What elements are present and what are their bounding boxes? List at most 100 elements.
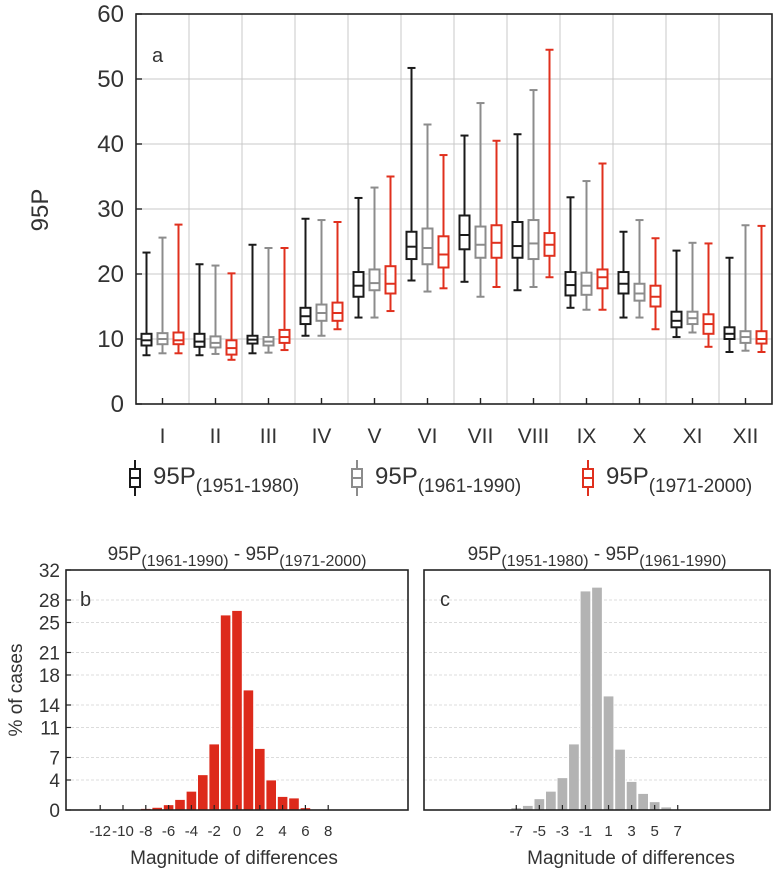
x-tick-label: -4 [185, 823, 198, 840]
histogram-bar [579, 590, 592, 811]
y-tick-label: 32 [39, 561, 60, 582]
x-tick-label: XI [683, 425, 703, 448]
panel-a-y-axis-label: 95P [27, 189, 54, 232]
box-III-series-2 [262, 247, 275, 354]
y-tick-label: 0 [49, 801, 60, 822]
histogram-bar [265, 779, 277, 811]
histogram-bar [602, 695, 615, 811]
panel-c-title-sep: - [589, 544, 606, 565]
x-tick-label: -3 [556, 823, 569, 840]
box-iqr [352, 271, 365, 298]
panel-c-title-left-sub: (1951-1980) [501, 553, 588, 570]
box-iqr [384, 265, 397, 295]
panel-c-plot-frame [423, 569, 771, 811]
box-iqr [755, 330, 768, 345]
x-tick-label: -7 [510, 823, 523, 840]
x-tick-label: II [210, 425, 222, 448]
box-II-series-2 [209, 264, 222, 355]
box-II-series-1 [193, 263, 206, 357]
y-tick-label: 0 [111, 391, 124, 418]
box-iqr [596, 268, 609, 290]
box-XII-series-2 [739, 224, 752, 352]
x-tick-label: 7 [674, 823, 682, 840]
x-tick-label: -10 [112, 823, 134, 840]
panel-c-title-right: 95P [605, 544, 639, 565]
box-IX-series-1 [564, 196, 577, 309]
box-iqr [474, 225, 487, 259]
histogram-bar [197, 774, 209, 811]
histogram-bar [174, 799, 186, 811]
box-II-series-3 [225, 272, 238, 361]
box-VII-series-1 [458, 134, 471, 283]
histogram-bar [231, 610, 243, 811]
box-XII-series-1 [723, 256, 736, 353]
x-tick-label: 3 [627, 823, 635, 840]
box-iqr [580, 271, 593, 296]
panel-a-legend: 95P(1951-1980) 95P(1961-1990) 95P (1971-200… [129, 460, 753, 497]
legend-label-sub: (1951-1980) [196, 476, 300, 497]
box-iqr [421, 227, 434, 266]
panel-a-grid [136, 13, 772, 405]
x-tick-label: VIII [518, 425, 550, 448]
histogram-bar [591, 586, 603, 811]
box-VI-series-1 [405, 66, 418, 282]
y-tick-label: 28 [39, 591, 60, 612]
legend-label: 95P(1961-1990) [375, 463, 521, 497]
panel-c-bars [499, 586, 672, 811]
x-tick-label: I [160, 425, 166, 448]
box-V-series-3 [384, 175, 397, 313]
y-tick-label: 10 [97, 326, 124, 353]
box-IV-series-2 [315, 219, 328, 337]
legend-label-sub: (1961-1990) [418, 476, 522, 497]
panel-c-x-axis-label: Magnitude of differences [527, 848, 735, 869]
legend-label-sub: (1971-2000) [649, 476, 753, 497]
x-tick-label: 0 [233, 823, 241, 840]
box-VI-series-3 [437, 154, 450, 290]
panel-a-boxes [140, 48, 768, 361]
box-I-series-2 [156, 236, 169, 355]
x-tick-label: V [367, 425, 381, 448]
panel-b-title-right: 95P [245, 544, 279, 565]
legend-item-2: 95P(1961-1990) [351, 460, 521, 497]
panel-c-title: 95P(1951-1980) - 95P(1961-1990) [468, 544, 727, 570]
box-X-series-1 [617, 230, 630, 319]
y-tick-label: 7 [49, 749, 60, 770]
panel-c-title-left: 95P [468, 544, 502, 565]
histogram-bar [568, 743, 580, 811]
x-tick-label: -5 [533, 823, 546, 840]
x-tick-label: -1 [579, 823, 592, 840]
panel-b-y-axis-label: % of cases [6, 644, 27, 737]
panel-c-x-ticks: -7 -5 -3 -1 1 3 5 7 [510, 805, 682, 840]
box-IX-series-2 [580, 180, 593, 311]
panel-b-title-right-sub: (1971-2000) [279, 553, 366, 570]
x-tick-label: -6 [162, 823, 175, 840]
y-tick-label: 20 [97, 261, 124, 288]
legend-label-main: 95P [153, 463, 196, 490]
box-XI-series-2 [686, 241, 699, 334]
box-iqr [633, 282, 646, 302]
x-tick-label: IV [312, 425, 332, 448]
x-tick-label: VI [418, 425, 438, 448]
legend-item-1: 95P(1951-1980) [129, 460, 300, 497]
box-I-series-1 [140, 251, 153, 357]
x-tick-label: 4 [278, 823, 286, 840]
y-tick-label: 18 [39, 666, 60, 687]
box-III-series-3 [278, 247, 291, 352]
box-VIII-series-2 [527, 89, 540, 288]
histogram-bar [242, 689, 254, 811]
histogram-bar [614, 748, 626, 811]
box-iqr [564, 271, 577, 297]
box-XI-series-3 [702, 242, 715, 348]
panel-b-title-left-sub: (1961-1990) [141, 553, 228, 570]
x-tick-label: IX [577, 425, 597, 448]
box-IX-series-3 [596, 162, 609, 311]
x-tick-label: III [260, 425, 278, 448]
panel-c-histogram: c -7 -5 -3 -1 1 3 5 7 95P(1951-1980) - 95P(1961… [423, 544, 771, 869]
histogram-bar [288, 797, 300, 811]
y-tick-label: 40 [97, 131, 124, 158]
box-iqr [172, 331, 185, 346]
